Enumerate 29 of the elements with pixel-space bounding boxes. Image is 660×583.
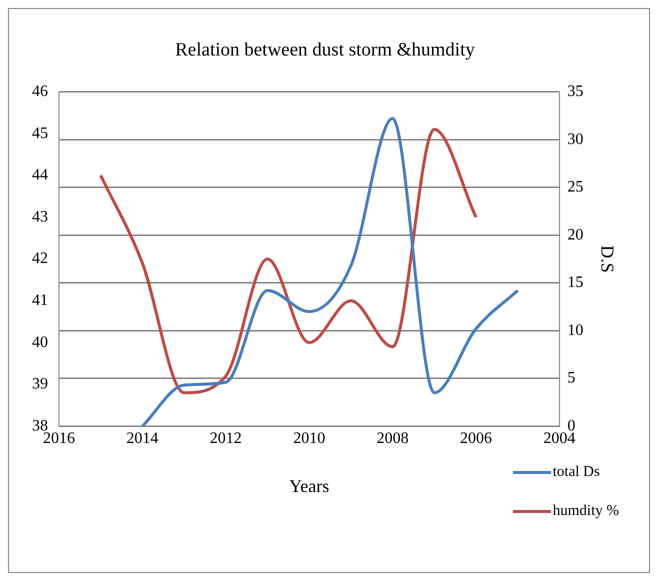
y2-tick-label: 30 [567,130,584,148]
y2-tick-label: 25 [567,178,584,196]
y-tick-label: 42 [32,250,48,268]
y-tick-label: 44 [32,166,48,184]
y2-axis-title: D.S [597,245,618,273]
x-axis-title: Years [289,476,330,496]
x-tick-label: 2008 [376,430,409,448]
y-tick-label: 43 [32,208,48,226]
y-tick-label: 45 [32,124,48,142]
y2-tick-label: 10 [567,322,584,339]
x-tick-label: 2006 [460,430,492,448]
x-tick-label: 2014 [126,430,158,448]
x-tick-label: 2004 [543,430,576,448]
y-tick-label: 40 [32,334,48,351]
y-tick-label: 46 [32,83,48,100]
legend-label: total Ds [552,464,600,481]
legend-label: humdity % [552,503,619,520]
line-series [99,128,478,394]
line-series [140,117,520,426]
y2-tick-label: 35 [567,83,584,100]
y2-tick-label: 15 [567,274,584,292]
y-tick-label: 41 [32,292,48,310]
x-tick-label: 2010 [293,430,326,448]
chart-title: Relation between dust storm &humdity [175,39,476,60]
y-tick-label: 39 [32,376,48,393]
x-tick-label: 2012 [210,430,242,448]
x-tick-label: 2016 [43,430,75,448]
y2-tick-label: 5 [567,370,576,387]
y2-tick-label: 20 [567,226,584,244]
